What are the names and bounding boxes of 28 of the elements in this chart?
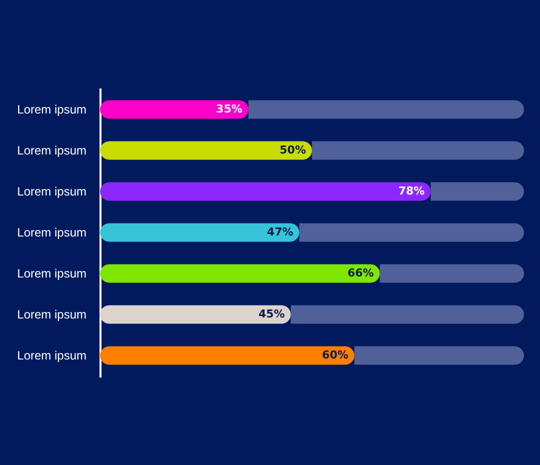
data-label: 45% bbox=[258, 307, 285, 320]
bar bbox=[354, 346, 524, 365]
data-label: 78% bbox=[398, 184, 425, 198]
y-tick-label: Lorem ipsum bbox=[17, 266, 86, 280]
y-tick-label: Lorem ipsum bbox=[17, 102, 86, 117]
bar bbox=[100, 223, 300, 242]
y-tick-label: Lorem ipsum bbox=[17, 348, 86, 362]
bar bbox=[312, 141, 524, 160]
bar bbox=[299, 223, 524, 242]
bar bbox=[100, 141, 312, 160]
bar bbox=[248, 100, 524, 119]
y-tick-label: Lorem ipsum bbox=[17, 184, 86, 199]
y-tick-label: Lorem ipsum bbox=[17, 307, 86, 322]
y-tick-label: Lorem ipsum bbox=[17, 144, 86, 158]
bar bbox=[100, 264, 380, 283]
bar bbox=[100, 182, 431, 201]
bar bbox=[290, 305, 524, 324]
data-label: 50% bbox=[280, 144, 306, 157]
data-label: 60% bbox=[322, 348, 348, 362]
bar bbox=[100, 305, 291, 324]
data-label: 66% bbox=[347, 266, 374, 280]
data-label: 35% bbox=[216, 102, 242, 116]
bar bbox=[430, 182, 524, 201]
y-tick-label: Lorem ipsum bbox=[17, 226, 86, 240]
bar bbox=[100, 346, 354, 365]
data-label: 47% bbox=[266, 226, 294, 238]
bar bbox=[380, 264, 524, 283]
bar bbox=[100, 100, 248, 119]
